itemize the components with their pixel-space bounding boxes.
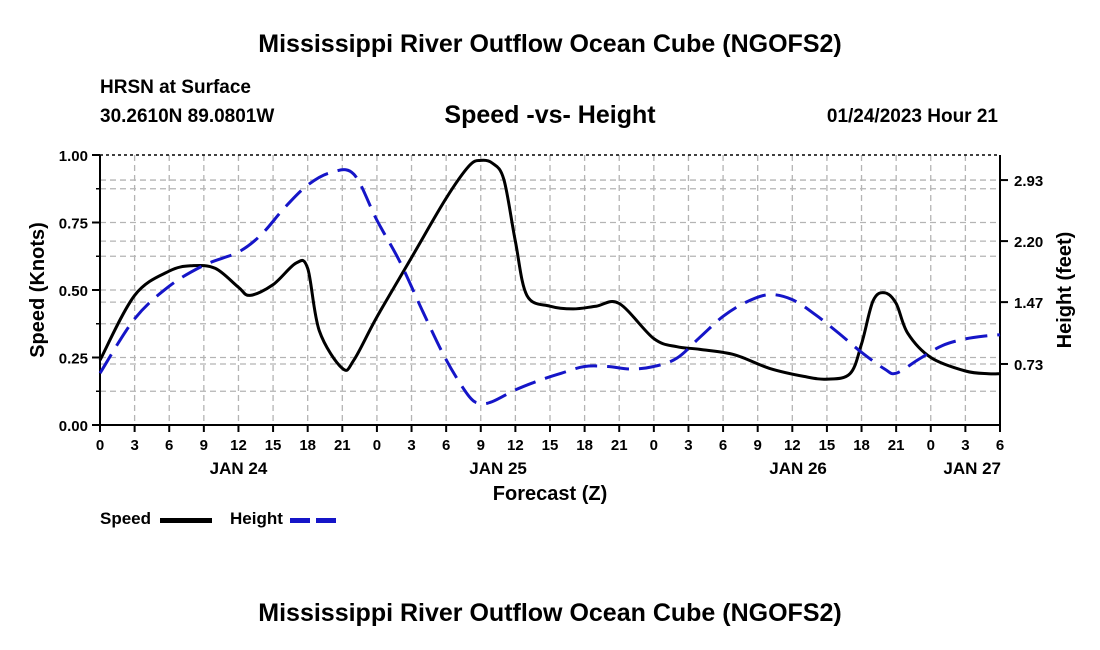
x-tick-label: 3 [130,437,138,454]
legend-height-label: Height [230,509,283,528]
y2-axis-label: Height (feet) [1054,232,1076,349]
x-tick-label: 18 [576,437,593,454]
x-tick-label: 21 [888,437,905,454]
y2-tick-label: 0.73 [1014,357,1043,374]
x-tick-label: 3 [961,437,969,454]
x-axis-label: Forecast (Z) [493,483,607,505]
y-tick-label: 0.00 [59,418,88,435]
x-tick-label: 15 [542,437,559,454]
x-tick-label: 15 [819,437,836,454]
x-tick-label: 9 [477,437,485,454]
x-tick-label: 18 [299,437,316,454]
x-tick-label: 0 [927,437,935,454]
date-label: JAN 27 [943,459,1001,478]
x-tick-label: 0 [650,437,658,454]
x-tick-label: 15 [265,437,282,454]
legend-speed-label: Speed [100,509,152,528]
chart-title: Mississippi River Outflow Ocean Cube (NG… [258,30,842,58]
x-tick-label: 18 [853,437,870,454]
series-line-speed [98,158,1001,381]
axes-layer [92,154,1008,432]
x-tick-label: 12 [230,437,247,454]
forecast-datetime: 01/24/2023 Hour 21 [826,106,998,127]
station-label: HRSN at Surface [100,77,251,98]
x-tick-label: 0 [373,437,381,454]
x-tick-label: 12 [784,437,801,454]
series-layer [98,158,1001,406]
labels-layer: Forecast (Z) Speed (Knots) Height (feet)… [27,148,1076,505]
grid-layer [100,155,1000,425]
date-label: JAN 25 [469,459,527,478]
x-tick-label: 9 [754,437,762,454]
y-tick-label: 0.50 [59,283,88,300]
x-tick-label: 6 [165,437,173,454]
date-label: JAN 26 [769,459,827,478]
x-tick-label: 9 [200,437,208,454]
bottom-title: Mississippi River Outflow Ocean Cube (NG… [258,599,842,627]
x-tick-label: 3 [684,437,692,454]
series-line-height [98,168,1001,406]
x-tick-label: 3 [407,437,415,454]
y-tick-label: 1.00 [59,148,88,165]
x-tick-label: 21 [334,437,351,454]
legend-height-swatch [290,518,342,523]
y2-tick-label: 1.47 [1014,295,1043,312]
date-label: JAN 24 [210,459,268,478]
coordinates-label: 30.2610N 89.0801W [100,106,275,127]
x-tick-label: 0 [96,437,104,454]
y-axis-label: Speed (Knots) [27,222,49,358]
x-tick-label: 21 [611,437,628,454]
x-tick-label: 6 [719,437,727,454]
x-tick-label: 6 [996,437,1004,454]
chart-subtitle: Speed -vs- Height [444,101,656,129]
y2-tick-label: 2.93 [1014,173,1043,190]
y-tick-label: 0.75 [59,216,88,233]
y-tick-label: 0.25 [59,351,88,368]
x-tick-label: 12 [507,437,524,454]
x-tick-label: 6 [442,437,450,454]
legend-speed-swatch [160,518,212,523]
y2-tick-label: 2.20 [1014,234,1043,251]
